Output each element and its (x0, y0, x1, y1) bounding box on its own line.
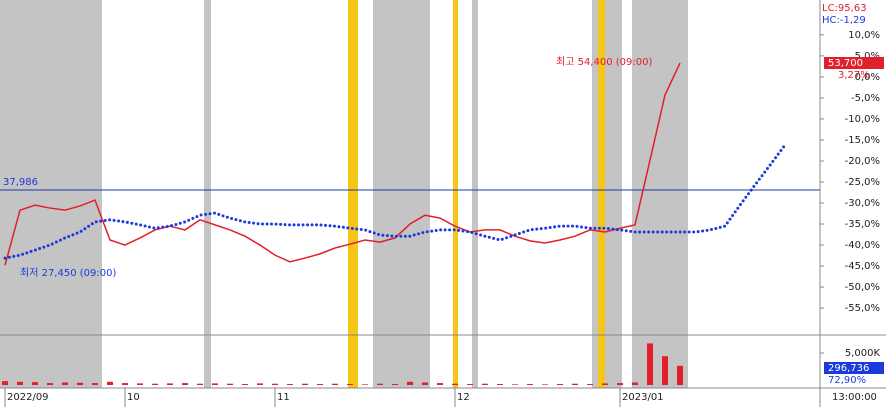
x-tick-label: 11 (277, 392, 290, 403)
gray-band (204, 0, 211, 388)
volume-bar (332, 383, 338, 385)
volume-bar (617, 383, 623, 385)
lc-label: LC:95,63 (822, 3, 867, 14)
y-tick-label: -5,0% (851, 93, 880, 104)
y-tick-label: 5,0% (855, 51, 880, 62)
last-price-label: 53,700 (828, 58, 863, 69)
y-tick-label: -20,0% (845, 156, 880, 167)
volume-bar (152, 383, 158, 385)
volume-bar (17, 381, 23, 385)
last-change-label: 3,27% (838, 70, 870, 81)
volume-bar (137, 383, 143, 385)
volume-last-box (824, 362, 884, 374)
gray-band (373, 0, 430, 388)
volume-tick-label: 5,000K (845, 348, 881, 359)
volume-bar (362, 384, 368, 385)
x-tick-label: 2022/09 (7, 392, 49, 403)
volume-bar (317, 384, 323, 385)
volume-bar (602, 383, 608, 385)
dotted-line (3, 143, 787, 260)
volume-bar (167, 383, 173, 385)
volume-bar (257, 383, 263, 385)
volume-bar (512, 384, 518, 385)
y-tick-label: -50,0% (845, 282, 880, 293)
y-tick-label: -55,0% (845, 303, 880, 314)
gray-band (472, 0, 478, 388)
last-price-box (824, 57, 884, 69)
volume-bar (407, 381, 413, 385)
yellow-band (348, 0, 358, 388)
time-label: 13:00:00 (832, 392, 877, 403)
y-tick-label: -10,0% (845, 114, 880, 125)
high-annotation: 최고 54,400 (09:00) (556, 56, 652, 68)
volume-bar (122, 383, 128, 385)
x-tick-label: 2023/01 (622, 392, 664, 403)
volume-bar (467, 384, 473, 385)
volume-bar (527, 384, 533, 385)
volume-last-label: 296,736 (828, 363, 869, 374)
volume-bar (452, 383, 458, 385)
y-tick-label: -40,0% (845, 240, 880, 251)
price-line (4, 62, 681, 266)
volume-bar (437, 383, 443, 385)
volume-bar (227, 383, 233, 385)
volume-bar (302, 383, 308, 385)
y-tick-label: -30,0% (845, 198, 880, 209)
volume-bar (107, 381, 113, 385)
yellow-band (453, 0, 458, 388)
gray-band (0, 0, 102, 388)
y-tick-label: -15,0% (845, 135, 880, 146)
volume-bar (647, 343, 653, 385)
volume-bar (677, 365, 683, 385)
volume-bar (212, 383, 218, 385)
shaded-periods (0, 0, 688, 388)
volume-bar (2, 381, 8, 385)
y-tick-label: -45,0% (845, 261, 880, 272)
y-tick-label: 10,0% (848, 30, 880, 41)
volume-bar (662, 356, 668, 385)
volume-bar (47, 383, 53, 385)
gray-band (592, 0, 622, 388)
volume-bar (422, 382, 428, 385)
hc-label: HC:-1,29 (822, 15, 866, 26)
volume-bar (272, 383, 278, 385)
volume-ratio-label: 72,90% (828, 375, 866, 386)
volume-bar (587, 384, 593, 385)
volume-bar (377, 383, 383, 385)
x-tick-label: 12 (457, 392, 470, 403)
volume-bar (497, 384, 503, 385)
volume-bar (392, 384, 398, 385)
volume-bar (77, 382, 83, 385)
volume-bar (482, 383, 488, 385)
volume-bar (32, 382, 38, 385)
volume-bar (242, 384, 248, 385)
reference-label: 37,986 (3, 177, 38, 188)
volume-bar (572, 383, 578, 385)
volume-bar (62, 382, 68, 385)
volume-bar (182, 383, 188, 385)
x-tick-label: 10 (127, 392, 140, 403)
volume-bar (557, 384, 563, 385)
volume-bar (347, 384, 353, 385)
y-tick-label: -25,0% (845, 177, 880, 188)
volume-bar (287, 384, 293, 385)
y-tick-label: 0,0% (855, 72, 880, 83)
low-annotation: 최저 27,450 (09:00) (20, 267, 116, 279)
volume-bar (92, 383, 98, 385)
volume-bar (542, 384, 548, 385)
y-tick-label: -35,0% (845, 219, 880, 230)
yellow-band (598, 0, 605, 388)
volume-bar (197, 383, 203, 385)
volume-bar (632, 382, 638, 385)
